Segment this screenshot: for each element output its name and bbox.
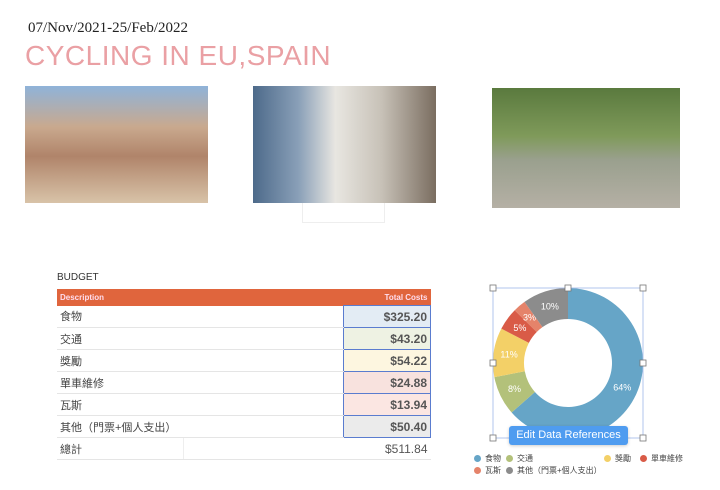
row-description: 其他（門票+個人支出） [57,415,344,438]
budget-table[interactable]: Description Total Costs 食物 $325.20 交通 $43.2… [57,289,431,460]
row-description: 瓦斯 [57,393,344,416]
edit-data-references-button[interactable]: Edit Data References [509,426,628,445]
donut-slice[interactable] [494,371,535,413]
resize-handle[interactable] [489,359,497,367]
slice-label: 3% [523,313,536,323]
legend-item: 其他（門票+個人支出） [506,465,602,476]
legend-item: 食物 [474,453,501,464]
table-row[interactable]: 食物 $325.20 [57,305,431,328]
row-cost[interactable]: $54.22 [343,349,431,372]
table-row[interactable]: 單車維修 $24.88 [57,371,431,394]
photo-park-dancers[interactable] [492,88,680,208]
slice-label: 64% [613,383,631,393]
legend-label: 單車維修 [651,454,683,463]
slice-label: 8% [508,384,521,394]
table-row[interactable]: 瓦斯 $13.94 [57,393,431,416]
col-total-costs: Total Costs [343,289,431,306]
resize-handle[interactable] [564,284,572,292]
donut-slice[interactable] [514,301,543,333]
table-row[interactable]: 其他（門票+個人支出） $50.40 [57,415,431,438]
legend-dot-icon [604,455,611,462]
legend-label: 食物 [485,454,501,463]
col-description: Description [57,289,344,306]
row-description: 交通 [57,327,344,350]
legend-label: 其他（門票+個人支出） [517,466,602,475]
legend-dot-icon [506,455,513,462]
row-description: 獎勵 [57,349,344,372]
slice-label: 11% [500,350,517,360]
row-description: 單車維修 [57,371,344,394]
row-cost[interactable]: $13.94 [343,393,431,416]
row-cost[interactable]: $43.20 [343,327,431,350]
resize-handle[interactable] [639,434,647,442]
resize-handle[interactable] [489,284,497,292]
legend-item: 交通 [506,453,533,464]
legend-dot-icon [506,467,513,474]
legend-label: 交通 [517,454,533,463]
legend-label: 瓦斯 [485,466,501,475]
resize-handle[interactable] [489,434,497,442]
donut-slice[interactable] [511,288,643,438]
legend-item: 獎勵 [604,453,631,464]
total-value: $511.84 [343,437,431,460]
legend-dot-icon [474,467,481,474]
legend-item: 單車維修 [640,453,683,464]
legend-item: 瓦斯 [474,465,501,476]
row-cost[interactable]: $325.20 [343,305,431,328]
donut-slice[interactable] [501,310,537,343]
table-row[interactable]: 交通 $43.20 [57,327,431,350]
photo-caption-box[interactable] [302,203,385,223]
resize-handle[interactable] [639,359,647,367]
table-row[interactable]: 獎勵 $54.22 [57,349,431,372]
resize-handle[interactable] [639,284,647,292]
donut-slice[interactable] [493,328,529,378]
total-label: 總計 [57,437,184,460]
slice-label: 5% [513,323,526,333]
page-title: CYCLING IN EU,SPAIN [25,40,332,71]
donut-chart[interactable]: 64% 8% 11% 5%3% 10% [460,270,710,450]
row-cost[interactable]: $24.88 [343,371,431,394]
row-description: 食物 [57,305,344,328]
photo-street-shop[interactable] [253,86,436,203]
trip-dates: 07/Nov/2021-25/Feb/2022 [28,20,188,36]
slice-label: 10% [541,301,559,311]
legend-label: 獎勵 [615,454,631,463]
row-cost[interactable]: $50.40 [343,415,431,438]
photo-plaza-de-espana[interactable] [25,86,208,203]
legend-dot-icon [640,455,647,462]
total-row[interactable]: 總計 $511.84 [57,437,431,460]
legend-dot-icon [474,455,481,462]
donut-slice[interactable] [524,288,568,328]
budget-label: BUDGET [57,272,99,283]
